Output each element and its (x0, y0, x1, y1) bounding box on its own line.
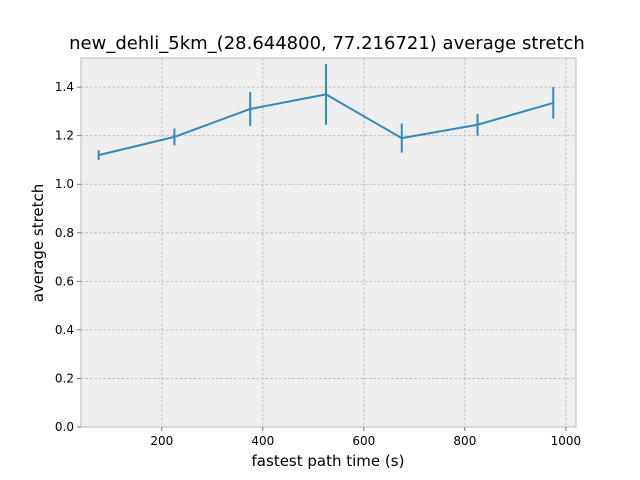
chart-title: new_dehli_5km_(28.644800, 77.216721) ave… (69, 33, 585, 54)
y-tick-label: 0.8 (55, 226, 74, 240)
y-axis: 0.0 0.2 0.4 0.6 0.8 1.0 1.2 1.4 (55, 80, 81, 434)
x-tick-label: 1000 (551, 434, 582, 448)
y-tick-label: 1.0 (55, 177, 74, 191)
x-tick-label: 400 (251, 434, 274, 448)
plot-frame (80, 57, 577, 428)
x-tick-label: 600 (352, 434, 375, 448)
plot-area (81, 58, 576, 427)
y-tick-label: 0.6 (55, 274, 74, 288)
y-tick-label: 1.2 (55, 129, 74, 143)
y-tick-label: 0.2 (55, 371, 74, 385)
x-tick-label: 200 (150, 434, 173, 448)
y-tick-label: 0.0 (55, 420, 74, 434)
series-layer (97, 64, 555, 160)
x-axis: 200 400 600 800 1000 (150, 427, 581, 448)
x-axis-label: fastest path time (s) (252, 452, 405, 470)
y-axis-label: average stretch (29, 184, 47, 303)
y-tick-label: 0.4 (55, 323, 74, 337)
y-tick-label: 1.4 (55, 80, 74, 94)
grid (81, 58, 576, 428)
x-tick-label: 800 (453, 434, 476, 448)
